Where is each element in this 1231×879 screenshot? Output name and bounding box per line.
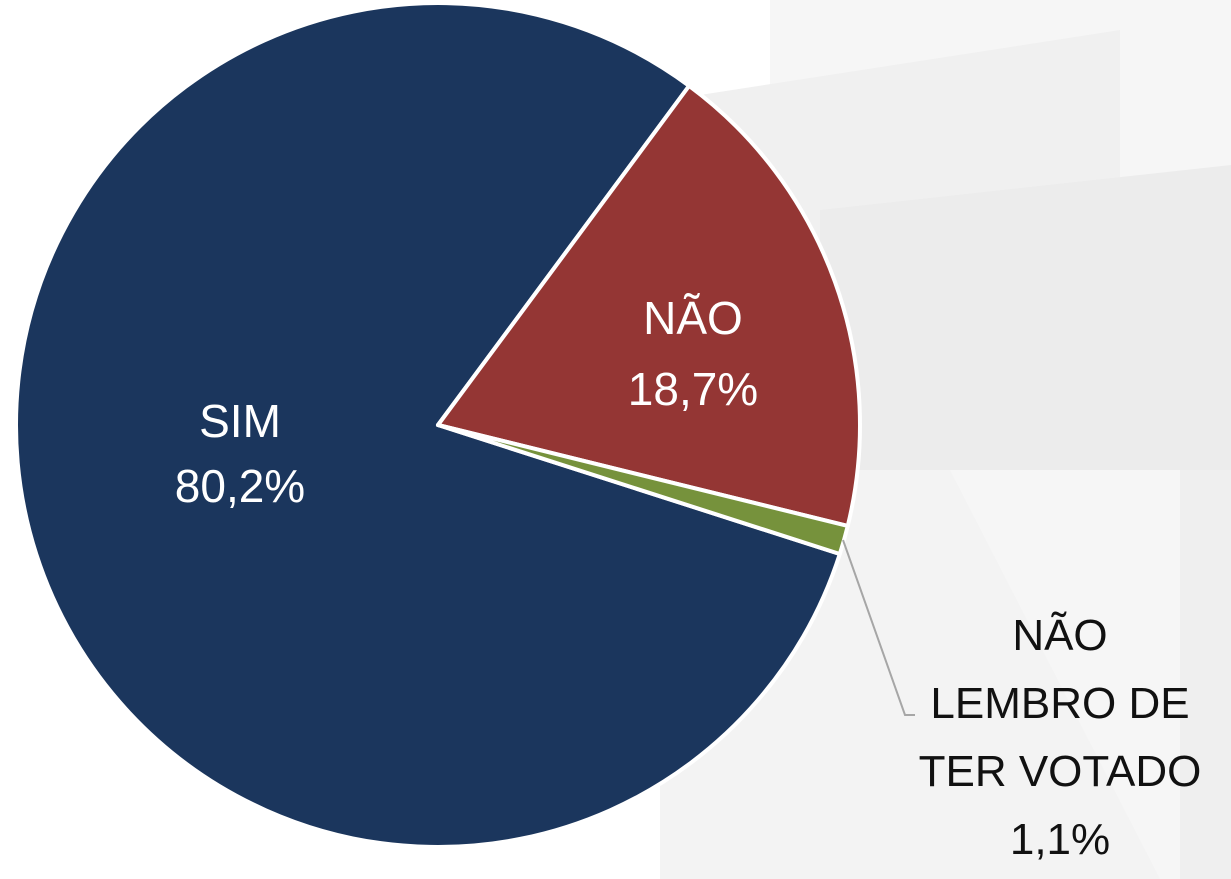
leader-line: [842, 539, 915, 716]
slices: [14, 1, 862, 849]
category-label: SIM: [199, 395, 281, 447]
labels: SIM 80,2% NÃO 18,7%: [175, 292, 758, 512]
value-label: 18,7%: [628, 363, 758, 415]
outside-label: NÃO LEMBRO DE TER VOTADO 1,1%: [915, 602, 1205, 874]
pie-slice: [14, 1, 842, 849]
category-label: NÃO LEMBRO DE TER VOTADO: [918, 611, 1202, 796]
pie-slice: [436, 83, 862, 528]
value-label: 80,2%: [175, 460, 305, 512]
value-label: 1,1%: [1009, 815, 1111, 864]
category-label: NÃO: [643, 292, 743, 344]
